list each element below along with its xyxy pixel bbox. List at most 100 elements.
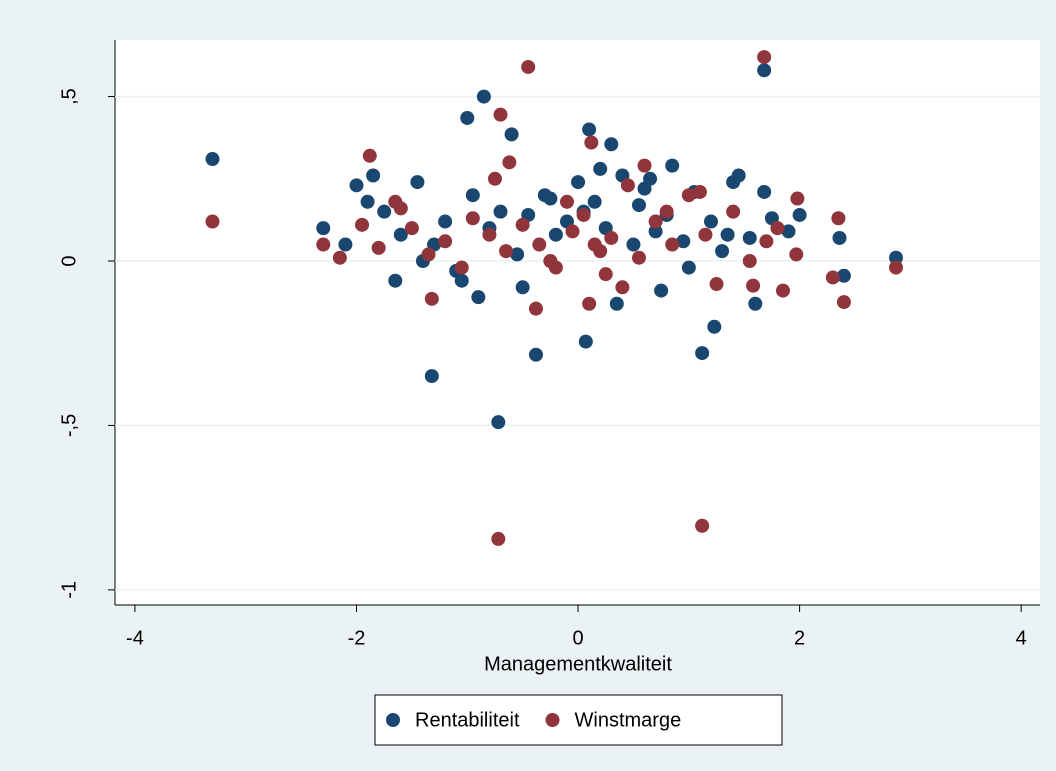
x-tick-label: 4 (1016, 627, 1027, 649)
point (393, 227, 408, 242)
point (665, 158, 680, 173)
point (465, 188, 480, 203)
point (757, 50, 772, 65)
point (654, 283, 669, 298)
point (543, 254, 558, 269)
point (825, 270, 840, 285)
point (393, 201, 408, 216)
point (332, 250, 347, 265)
point (836, 268, 851, 283)
point (404, 221, 419, 236)
y-tick-label: -,5 (58, 414, 80, 437)
point (742, 230, 757, 245)
point (836, 295, 851, 310)
point (637, 158, 652, 173)
point (757, 184, 772, 199)
y-tick-label: 0 (58, 255, 80, 266)
point (371, 240, 386, 255)
legend-label: Winstmarge (575, 709, 682, 731)
point (528, 347, 543, 362)
point (587, 237, 602, 252)
point (460, 110, 475, 125)
point (543, 191, 558, 206)
point (482, 227, 497, 242)
point (565, 224, 580, 239)
point (692, 184, 707, 199)
point (421, 247, 436, 262)
point (626, 237, 641, 252)
point (781, 224, 796, 239)
point (726, 175, 741, 190)
point (698, 227, 713, 242)
point (709, 277, 724, 292)
point (587, 194, 602, 209)
point (515, 217, 530, 232)
point (377, 204, 392, 219)
plot-area (115, 40, 1040, 605)
point (338, 237, 353, 252)
point (502, 155, 517, 170)
point (499, 244, 514, 259)
point (316, 237, 331, 252)
x-tick-label: 0 (572, 627, 583, 649)
point (681, 188, 696, 203)
point (681, 260, 696, 275)
point (360, 194, 375, 209)
point (355, 217, 370, 232)
point (715, 244, 730, 259)
point (454, 273, 469, 288)
point (504, 127, 519, 142)
point (582, 296, 597, 311)
point (593, 161, 608, 176)
point (789, 247, 804, 262)
point (695, 518, 710, 533)
point (615, 280, 630, 295)
point (703, 214, 718, 229)
legend (374, 694, 783, 746)
point (388, 273, 403, 288)
point (631, 198, 646, 213)
x-tick-label: -4 (126, 627, 144, 649)
point (465, 211, 480, 226)
point (205, 152, 220, 167)
y-tick-label: -1 (58, 581, 80, 599)
point (888, 260, 903, 275)
point (609, 296, 624, 311)
point (438, 234, 453, 249)
point (582, 122, 597, 137)
point (578, 334, 593, 349)
point (757, 63, 772, 78)
point (648, 214, 663, 229)
point (759, 234, 774, 249)
point (643, 171, 658, 186)
point (362, 148, 377, 163)
point (510, 247, 525, 262)
point (349, 178, 364, 193)
legend-marker (386, 713, 400, 727)
point (707, 319, 722, 334)
x-tick-label: 2 (794, 627, 805, 649)
point (742, 254, 757, 269)
point (648, 224, 663, 239)
y-tick-label: ,5 (58, 88, 80, 105)
point (532, 237, 547, 252)
point (792, 207, 807, 222)
point (316, 221, 331, 236)
point (410, 175, 425, 190)
point (726, 204, 741, 219)
point (584, 135, 599, 150)
point (676, 234, 691, 249)
point (493, 107, 508, 122)
point (775, 283, 790, 298)
point (832, 230, 847, 245)
point (471, 290, 486, 305)
point (559, 194, 574, 209)
point (424, 369, 439, 384)
point (438, 214, 453, 229)
point (515, 280, 530, 295)
point (205, 214, 220, 229)
point (631, 250, 646, 265)
point (491, 415, 506, 430)
point (746, 278, 761, 293)
